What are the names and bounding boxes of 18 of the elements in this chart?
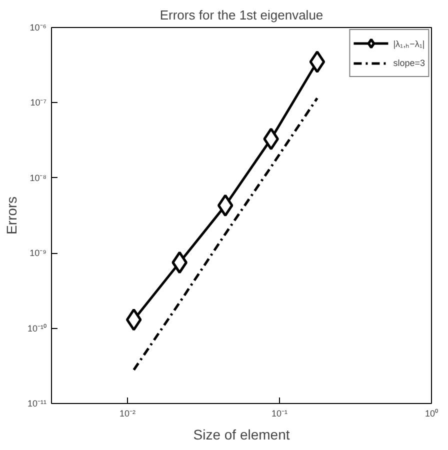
point bbox=[217, 194, 234, 217]
y-tick-label: 10⁻⁷ bbox=[30, 98, 47, 108]
point bbox=[309, 50, 326, 74]
y-tick-label: 10⁻⁹ bbox=[30, 248, 47, 258]
y-axis-title: Errors bbox=[3, 196, 20, 235]
x-tick-label: 10⁻¹ bbox=[272, 408, 288, 418]
x-tick-label: 10⁻² bbox=[120, 408, 136, 418]
x-axis-title: Size of element bbox=[193, 426, 290, 442]
legend-label: |λ₁,ₕ−λ₁| bbox=[393, 38, 425, 50]
x-tick-label: 10⁰ bbox=[424, 408, 438, 418]
y-tick-label: 10⁻⁶ bbox=[30, 22, 47, 32]
legend-label: slope=3 bbox=[393, 58, 425, 68]
y-tick-label: 10⁻¹⁰ bbox=[27, 323, 47, 334]
point bbox=[126, 308, 142, 331]
line-series bbox=[132, 96, 318, 372]
y-tick-label: 10⁻⁸ bbox=[30, 172, 47, 183]
y-tick-label: 10⁻¹¹ bbox=[27, 398, 47, 408]
chart-title: Errors for the 1st eigenvalue bbox=[160, 8, 324, 22]
